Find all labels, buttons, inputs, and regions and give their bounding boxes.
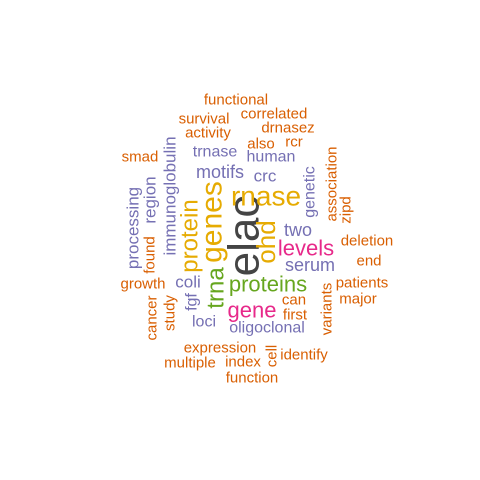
word-growth: growth: [120, 276, 165, 293]
word-drnasez: drnasez: [261, 120, 314, 137]
word-proteins: proteins: [229, 272, 307, 297]
word-gene: gene: [228, 298, 277, 323]
word-found: found: [142, 236, 159, 274]
word-elac: elac: [220, 196, 269, 277]
word-deletion: deletion: [341, 233, 394, 250]
word-first: first: [283, 307, 308, 324]
word-trnase: trnase: [193, 144, 238, 161]
word-expression: expression: [184, 340, 257, 357]
word-survival: survival: [179, 111, 230, 128]
word-multiple: multiple: [164, 355, 216, 372]
word-association: association: [324, 146, 341, 221]
word-trna: trna: [203, 267, 230, 309]
word-smad: smad: [122, 149, 159, 166]
word-zipd: zipd: [338, 196, 355, 224]
word-correlated: correlated: [241, 106, 308, 123]
word-serum: serum: [285, 255, 335, 275]
word-identify: identify: [280, 347, 328, 364]
word-human: human: [247, 149, 296, 166]
word-cancer: cancer: [144, 295, 161, 340]
word-genes: genes: [196, 181, 229, 263]
word-major: major: [339, 291, 377, 308]
word-loci: loci: [192, 314, 216, 331]
word-protein: protein: [177, 199, 204, 272]
word-functional: functional: [204, 92, 268, 109]
word-index: index: [225, 354, 261, 371]
word-motifs: motifs: [196, 162, 244, 182]
word-variants: variants: [319, 283, 336, 336]
word-can: can: [282, 292, 306, 309]
word-coli: coli: [175, 273, 201, 292]
word-end: end: [356, 253, 381, 270]
word-oligoclonal: oligoclonal: [229, 320, 305, 337]
word-function: function: [226, 370, 279, 387]
word-cell: cell: [264, 345, 281, 368]
word-two: two: [284, 220, 312, 240]
word-crc: crc: [254, 167, 277, 186]
word-processing: processing: [124, 187, 143, 269]
word-ohd: ohd: [251, 220, 281, 263]
word-also: also: [247, 136, 275, 153]
word-genetic: genetic: [302, 166, 319, 218]
word-study: study: [162, 295, 179, 331]
word-activity: activity: [185, 125, 231, 142]
word-fgf: fgf: [184, 293, 201, 311]
word-rnase: rnase: [231, 181, 301, 212]
word-region: region: [141, 176, 160, 223]
word-rcr: rcr: [285, 134, 303, 151]
word-patients: patients: [336, 275, 389, 292]
word-levels: levels: [278, 236, 334, 261]
word-immunoglobulin: immunoglobulin: [161, 136, 180, 255]
